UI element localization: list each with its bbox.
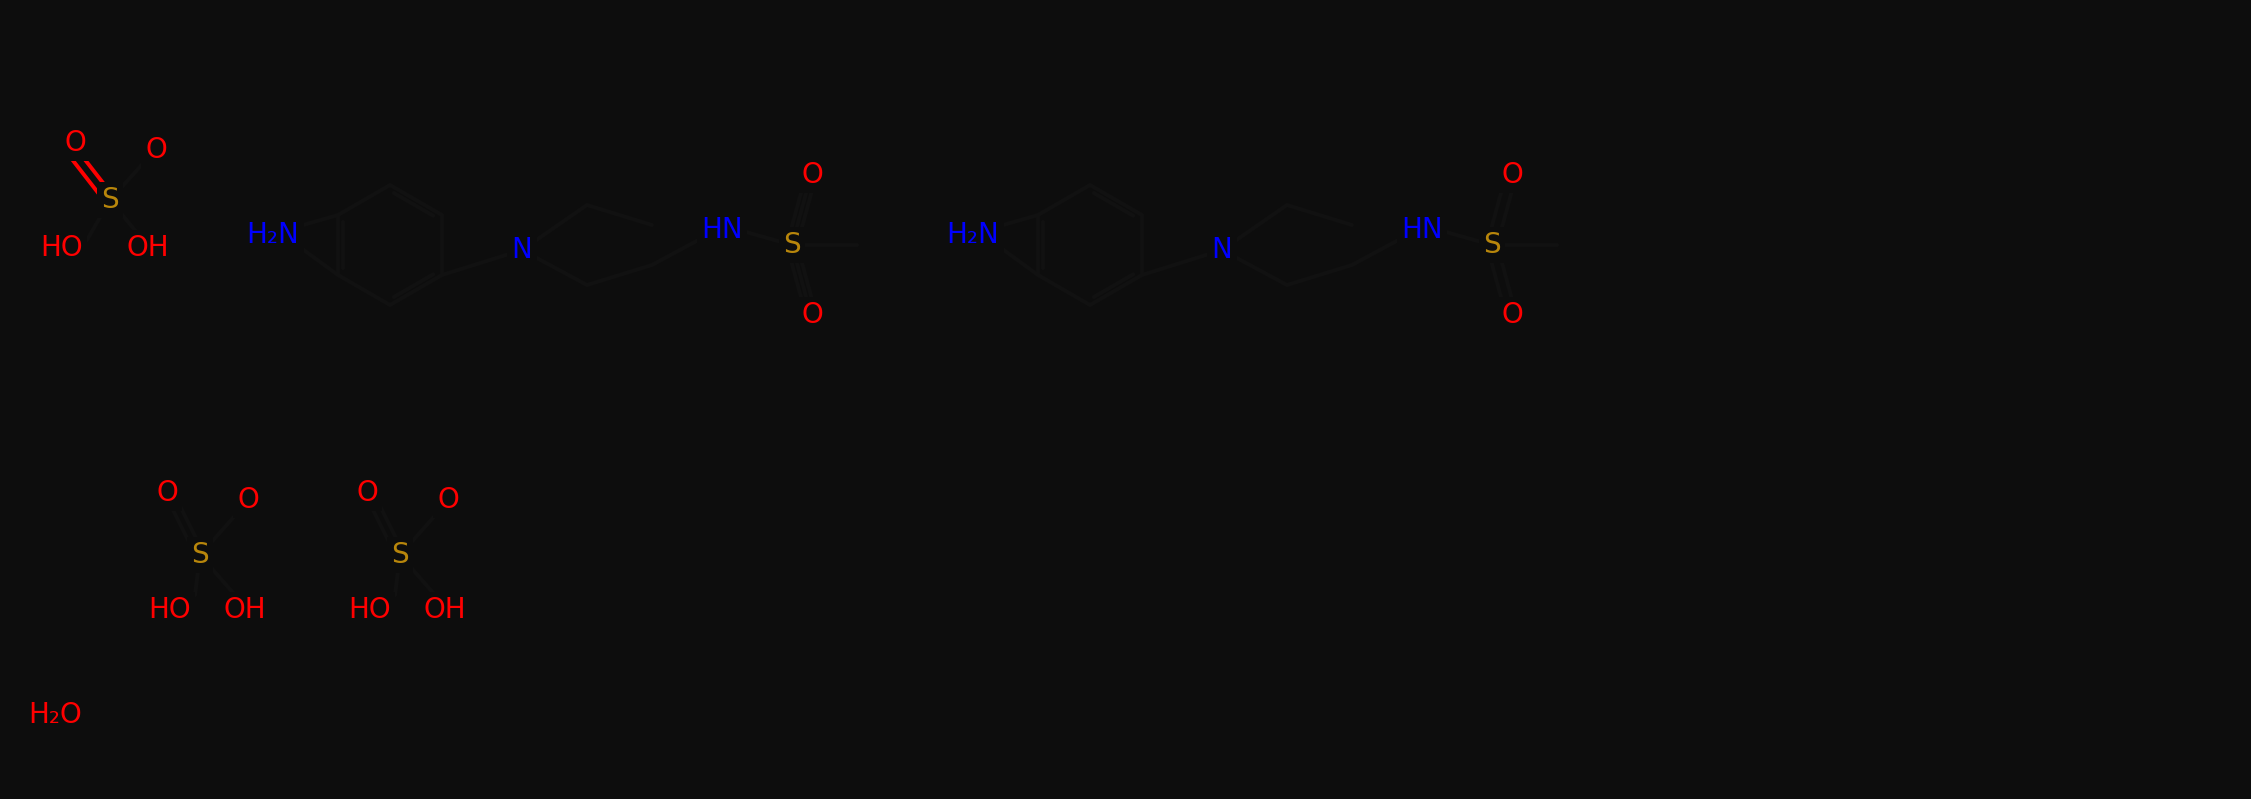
Text: HN: HN <box>700 216 743 244</box>
Text: HO: HO <box>149 596 191 624</box>
Text: O: O <box>801 301 824 329</box>
Text: OH: OH <box>223 596 266 624</box>
Text: OH: OH <box>423 596 466 624</box>
Text: N: N <box>511 236 531 264</box>
Text: O: O <box>1501 301 1524 329</box>
Text: OH: OH <box>126 234 169 262</box>
Text: O: O <box>63 129 86 157</box>
Text: HO: HO <box>349 596 392 624</box>
Text: O: O <box>236 486 259 514</box>
Text: S: S <box>783 231 801 259</box>
Text: S: S <box>191 541 209 569</box>
Text: O: O <box>356 479 378 507</box>
Text: S: S <box>1483 231 1501 259</box>
Text: H₂N: H₂N <box>948 221 999 249</box>
Text: H₂N: H₂N <box>248 221 299 249</box>
Text: O: O <box>1501 161 1524 189</box>
Text: O: O <box>155 479 178 507</box>
Text: O: O <box>801 161 824 189</box>
Text: HO: HO <box>41 234 83 262</box>
Text: H₂O: H₂O <box>27 701 81 729</box>
Text: O: O <box>144 136 167 164</box>
Text: HN: HN <box>1400 216 1443 244</box>
Text: S: S <box>101 186 119 214</box>
Text: N: N <box>1211 236 1231 264</box>
Text: O: O <box>437 486 459 514</box>
Text: S: S <box>392 541 410 569</box>
